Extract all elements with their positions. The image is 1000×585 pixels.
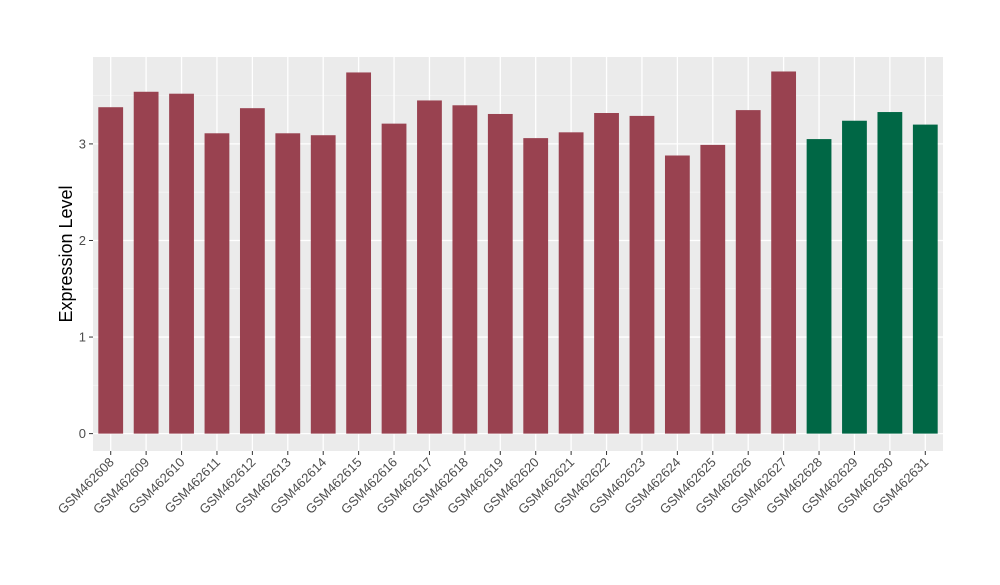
bars	[98, 71, 938, 434]
bar-GSM462614	[310, 135, 336, 434]
bar-GSM462616	[381, 123, 407, 434]
bar-GSM462624	[664, 155, 690, 434]
bar-GSM462628	[806, 139, 832, 434]
y-tick-label: 3	[79, 136, 86, 151]
bar-GSM462610	[169, 93, 194, 434]
bar-GSM462630	[877, 112, 903, 434]
bar-GSM462615	[346, 72, 372, 434]
bar-GSM462619	[487, 113, 513, 434]
bar-GSM462621	[558, 132, 584, 434]
bar-GSM462617	[417, 100, 442, 434]
bar-GSM462608	[98, 107, 124, 434]
bar-GSM462626	[735, 110, 761, 434]
y-tick-label: 2	[79, 233, 86, 248]
bar-GSM462631	[912, 124, 938, 434]
bar-GSM462625	[700, 144, 726, 434]
bar-GSM462622	[594, 113, 619, 434]
bar-GSM462629	[842, 120, 867, 434]
minor-gridlines	[93, 95, 943, 386]
bar-GSM462613	[275, 133, 301, 434]
y-axis: 0 1 2 3	[79, 136, 93, 441]
bar-GSM462620	[523, 138, 549, 434]
bar-GSM462627	[771, 71, 797, 434]
bar-GSM462611	[204, 133, 230, 434]
y-axis-title: Expression Level	[56, 185, 76, 322]
bar-GSM462623	[629, 115, 655, 434]
bar-GSM462618	[452, 105, 478, 434]
x-axis: GSM462608GSM462609GSM462610GSM462611GSM4…	[55, 451, 931, 517]
bar-GSM462609	[133, 91, 159, 434]
bar-GSM462612	[239, 108, 265, 434]
y-tick-label: 0	[79, 426, 86, 441]
y-tick-label: 1	[79, 330, 86, 345]
